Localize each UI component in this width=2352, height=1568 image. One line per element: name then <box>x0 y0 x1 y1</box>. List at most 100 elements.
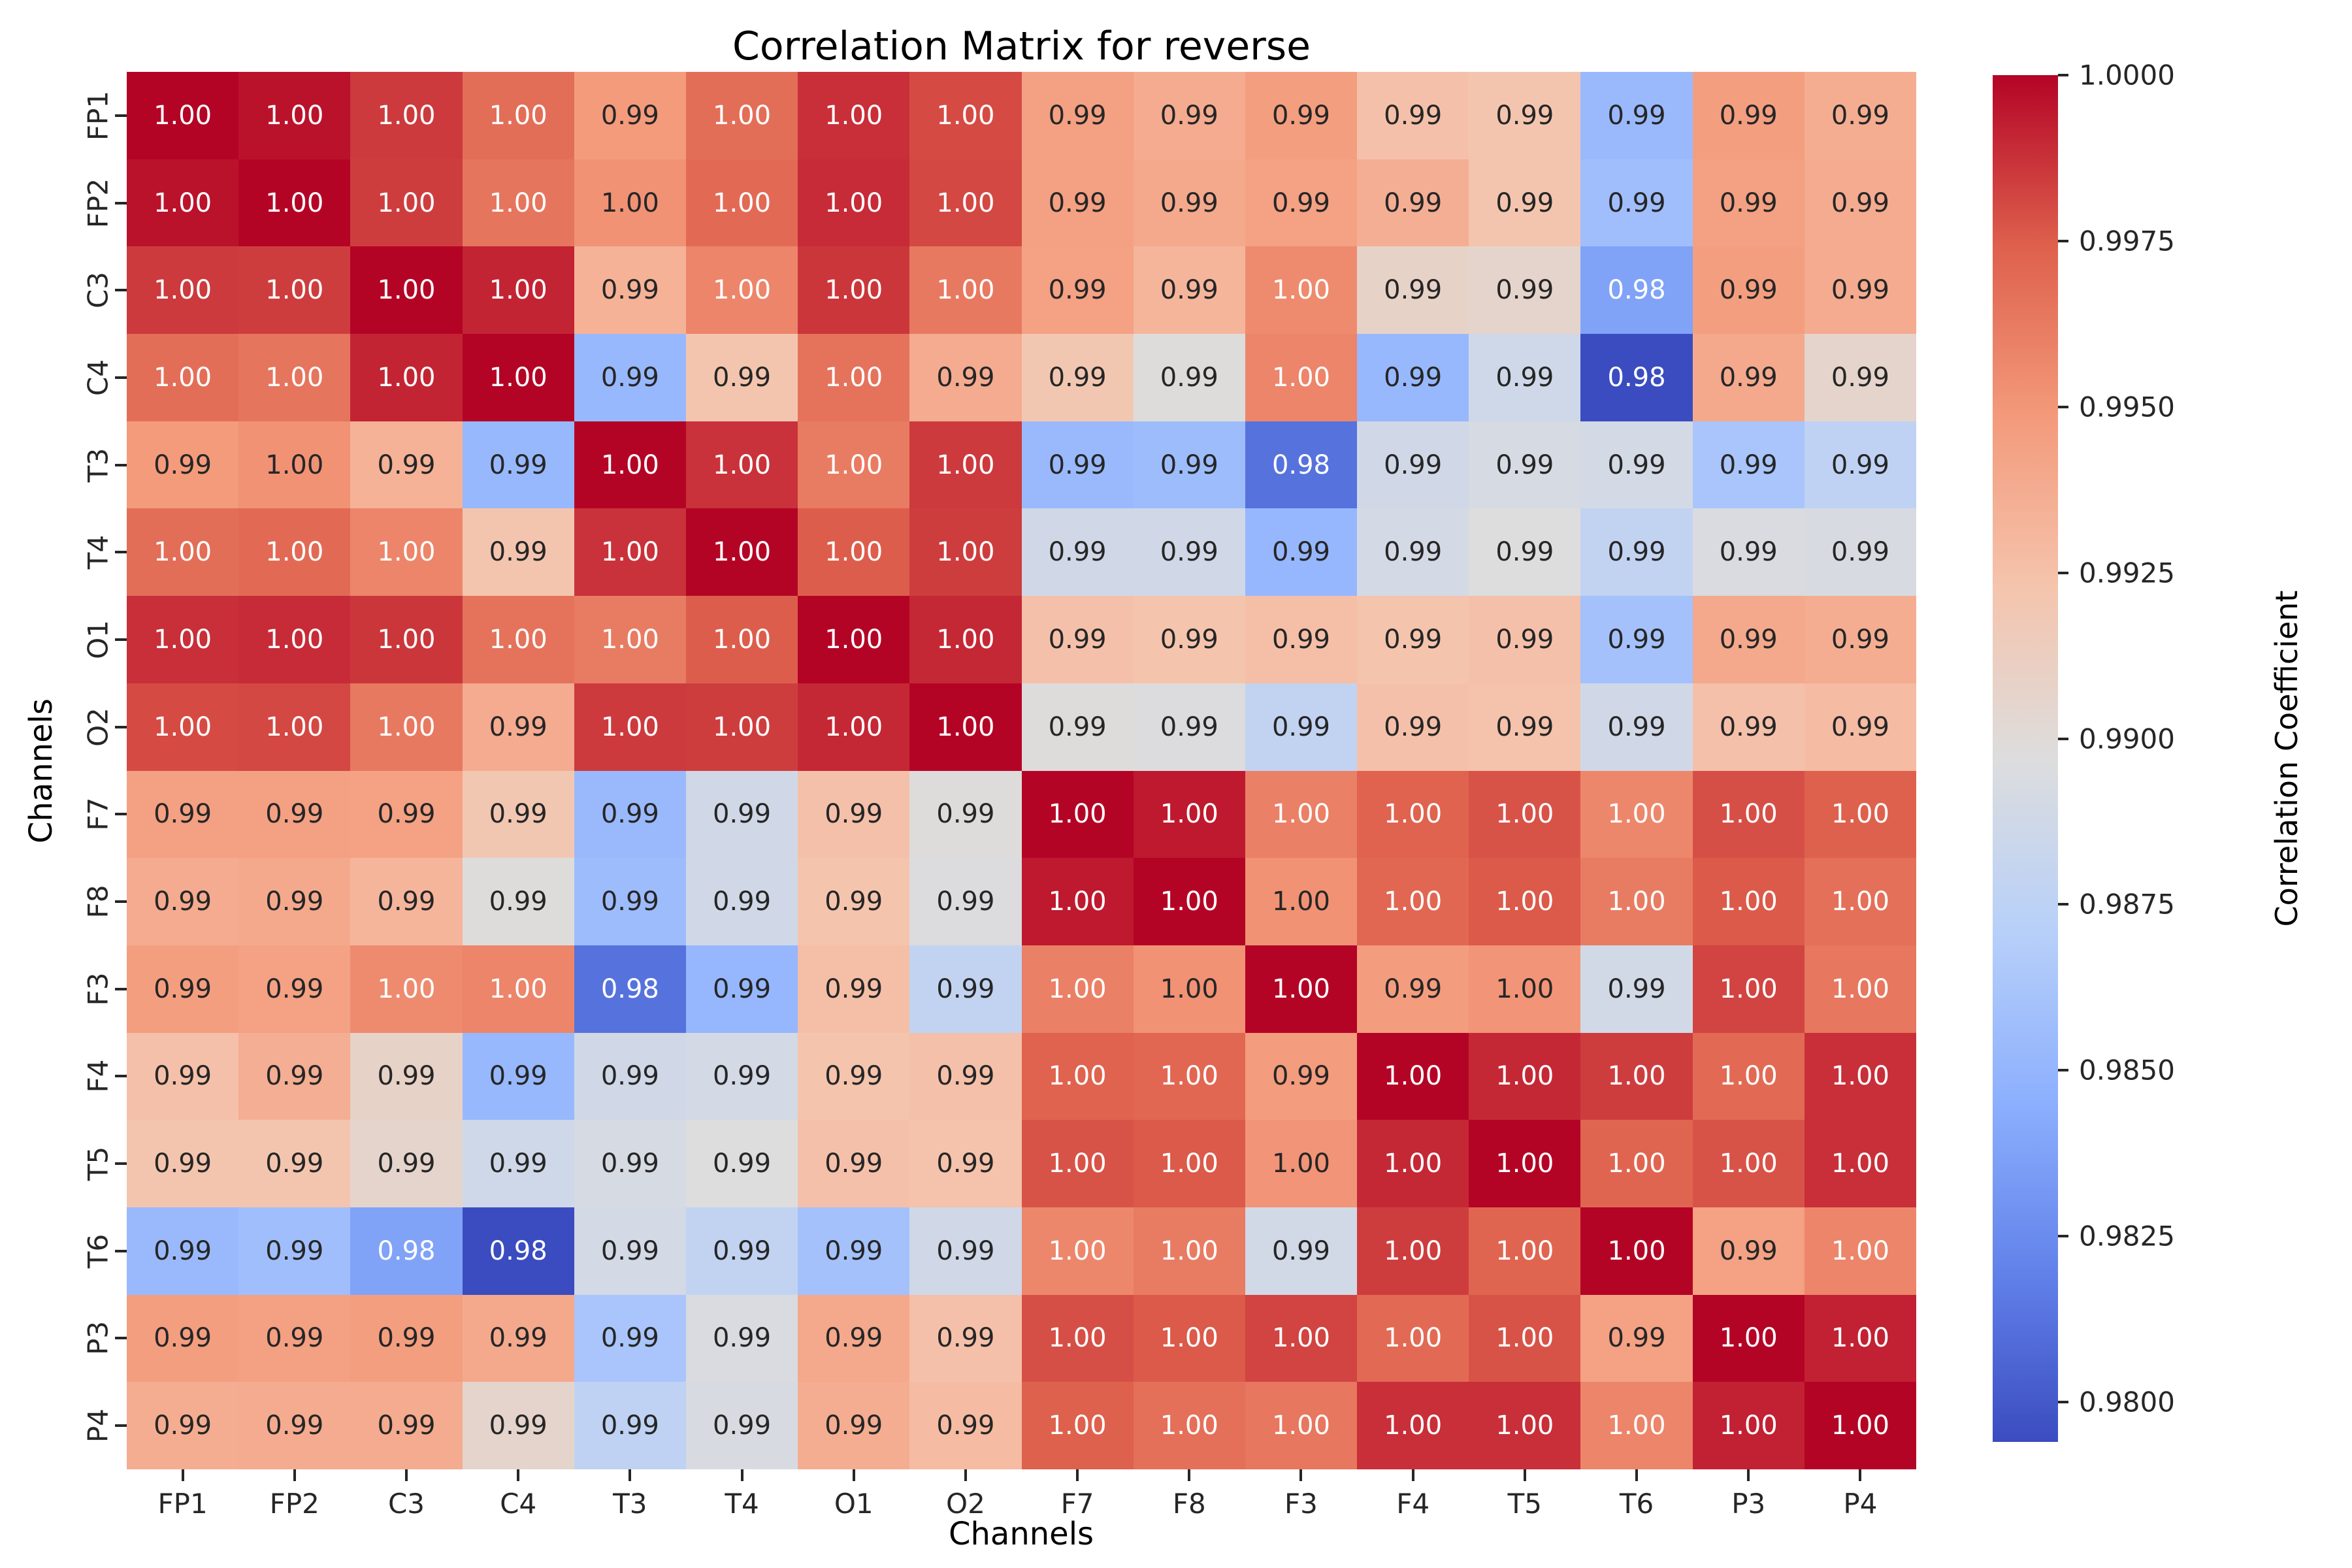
cell-value: 1.00 <box>377 362 436 393</box>
x-tick-mark <box>293 1469 296 1481</box>
y-tick-label-P3: P3 <box>82 1321 114 1356</box>
cell-value: 0.99 <box>600 799 659 830</box>
cell-value: 0.98 <box>1607 362 1666 393</box>
heatmap-cell: 0.99 <box>1133 72 1245 159</box>
cell-value: 0.99 <box>489 1411 547 1441</box>
heatmap-cell: 1.00 <box>798 334 910 421</box>
cell-value: 0.99 <box>154 449 212 480</box>
colorbar-tick-mark <box>2058 903 2068 906</box>
cell-value: 0.99 <box>265 1061 324 1092</box>
y-tick-label-C4: C4 <box>82 359 114 396</box>
cell-value: 1.00 <box>1607 1061 1666 1092</box>
cell-value: 0.99 <box>825 887 883 917</box>
heatmap-cell: 1.00 <box>1133 1120 1245 1207</box>
heatmap-cell: 1.00 <box>462 159 574 247</box>
cell-value: 0.99 <box>1160 100 1218 131</box>
heatmap-cell: 1.00 <box>1804 858 1916 945</box>
heatmap-cell: 1.00 <box>1804 770 1916 858</box>
colorbar-label: Correlation Coefficient <box>2269 590 2304 927</box>
cell-value: 1.00 <box>154 362 212 393</box>
y-tick-mark <box>115 376 127 379</box>
x-tick-label-T3: T3 <box>613 1488 647 1520</box>
heatmap-cell: 1.00 <box>909 596 1022 683</box>
heatmap-cell: 0.99 <box>574 72 686 159</box>
heatmap-cell: 1.00 <box>1133 858 1245 945</box>
cell-value: 1.00 <box>936 537 995 568</box>
y-tick-mark <box>115 1337 127 1340</box>
heatmap-cell: 0.98 <box>1580 246 1693 335</box>
heatmap-cell: 0.99 <box>909 1207 1022 1295</box>
heatmap-cell: 1.00 <box>798 159 910 247</box>
heatmap-cell: 0.99 <box>127 1032 239 1120</box>
heatmap-cell: 0.99 <box>1692 683 1805 771</box>
cell-value: 0.99 <box>825 1061 883 1092</box>
heatmap-cell: 1.00 <box>1692 1120 1805 1207</box>
heatmap-cell: 1.00 <box>1692 1382 1805 1469</box>
cell-value: 1.00 <box>1719 1149 1778 1179</box>
y-tick-mark <box>115 551 127 554</box>
y-tick-mark <box>115 1075 127 1078</box>
heatmap-cell: 0.99 <box>574 1294 686 1382</box>
cell-value: 0.99 <box>1160 711 1218 742</box>
heatmap-cell: 1.00 <box>462 72 574 159</box>
heatmap-cell: 0.99 <box>1804 683 1916 771</box>
cell-value: 1.00 <box>1384 1149 1443 1179</box>
cell-value: 1.00 <box>265 188 324 218</box>
cell-value: 1.00 <box>600 537 659 568</box>
cell-value: 0.99 <box>600 1235 659 1266</box>
heatmap-cell: 0.99 <box>1580 159 1693 247</box>
heatmap-cell: 0.99 <box>127 1382 239 1469</box>
heatmap-cell: 0.99 <box>1245 1207 1358 1295</box>
cell-value: 1.00 <box>1831 1411 1889 1441</box>
colorbar-tick-label: 0.9800 <box>2079 1386 2175 1418</box>
cell-value: 0.99 <box>1495 362 1554 393</box>
cell-value: 0.99 <box>825 1323 883 1354</box>
heatmap-cell: 0.99 <box>1804 421 1916 509</box>
cell-value: 0.99 <box>1831 275 1889 306</box>
heatmap-cell: 0.99 <box>798 1382 910 1469</box>
cell-value: 1.00 <box>489 624 547 655</box>
heatmap-cell: 0.99 <box>1133 683 1245 771</box>
cell-value: 0.99 <box>825 1411 883 1441</box>
heatmap-cell: 0.99 <box>909 770 1022 858</box>
heatmap-cell: 0.99 <box>1692 421 1805 509</box>
cell-value: 1.00 <box>1831 973 1889 1004</box>
cell-value: 1.00 <box>1831 799 1889 830</box>
y-tick-mark <box>115 813 127 816</box>
cell-value: 0.99 <box>377 449 436 480</box>
heatmap-cell: 1.00 <box>685 72 798 159</box>
heatmap-cell: 0.99 <box>238 1207 351 1295</box>
cell-value: 1.00 <box>1384 1411 1443 1441</box>
colorbar-tick-label: 0.9875 <box>2079 888 2175 921</box>
x-tick-label-P4: P4 <box>1843 1488 1878 1520</box>
cell-value: 1.00 <box>265 624 324 655</box>
colorbar-tick-mark <box>2058 239 2068 242</box>
heatmap-cell: 1.00 <box>1692 1032 1805 1120</box>
heatmap-cell: 1.00 <box>462 945 574 1033</box>
heatmap-cell: 1.00 <box>350 246 463 335</box>
heatmap-cell: 1.00 <box>1580 1382 1693 1469</box>
cell-value: 0.99 <box>1384 100 1443 131</box>
cell-value: 1.00 <box>489 188 547 218</box>
heatmap-cell: 1.00 <box>798 421 910 509</box>
heatmap-cell: 0.99 <box>685 945 798 1033</box>
heatmap-cell: 1.00 <box>798 72 910 159</box>
heatmap-cell: 0.99 <box>685 1382 798 1469</box>
heatmap-cell: 1.00 <box>1021 1382 1134 1469</box>
x-tick-label-C3: C3 <box>387 1488 425 1520</box>
colorbar-tick-label: 0.9975 <box>2079 225 2175 257</box>
heatmap-cell: 0.99 <box>350 770 463 858</box>
heatmap-cell: 1.00 <box>685 246 798 335</box>
cell-value: 0.99 <box>1495 449 1554 480</box>
heatmap-cell: 0.98 <box>1580 334 1693 421</box>
x-tick-mark <box>629 1469 632 1481</box>
cell-value: 0.99 <box>825 799 883 830</box>
cell-value: 0.99 <box>1719 624 1778 655</box>
heatmap-cell: 1.00 <box>127 683 239 771</box>
y-tick-label-T5: T5 <box>82 1146 114 1181</box>
heatmap-cell: 1.00 <box>1469 770 1581 858</box>
heatmap-cell: 0.99 <box>1133 596 1245 683</box>
cell-value: 1.00 <box>936 100 995 131</box>
colorbar-tick-mark <box>2058 1069 2068 1072</box>
x-tick-label-O2: O2 <box>946 1488 985 1520</box>
